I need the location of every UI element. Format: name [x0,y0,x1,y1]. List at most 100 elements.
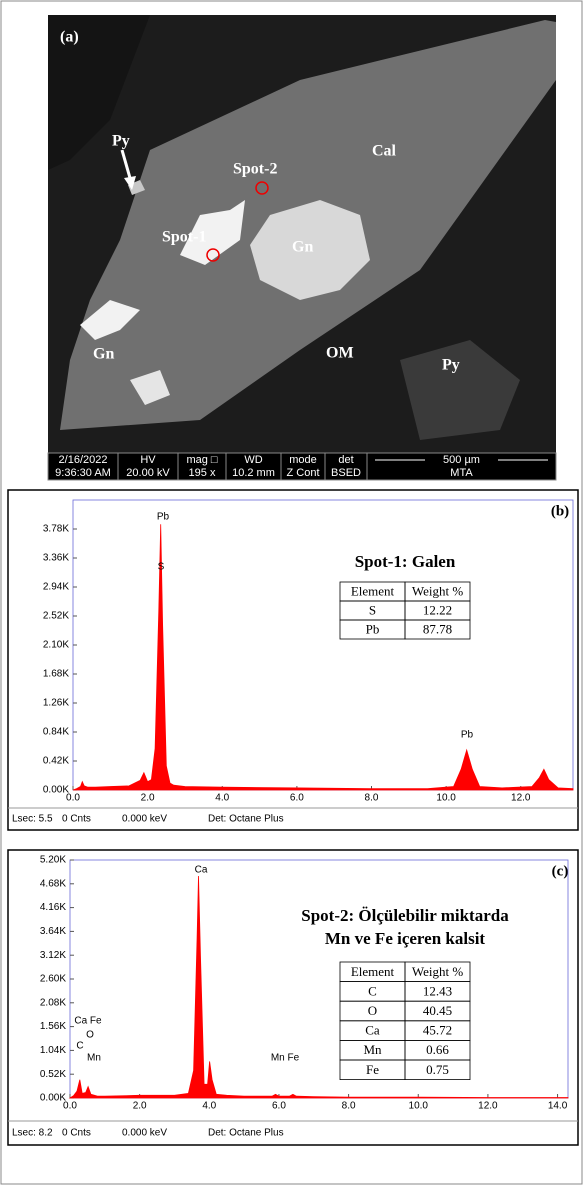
x-tick-label: 10.0 [409,1101,429,1112]
peak-label: Pb [157,512,170,523]
panel-label: (c) [552,863,569,879]
x-tick-label: 8.0 [365,793,379,804]
x-tick-label: 4.0 [202,1101,216,1112]
table-cell-text: S [369,602,376,617]
x-tick-label: 6.0 [272,1101,286,1112]
table-cell-text: 12.43 [423,983,452,998]
info-header: det [338,454,353,466]
table-cell-text: 45.72 [423,1023,452,1038]
y-tick-label: 2.94K [43,582,69,593]
footer-text: 0.000 keV [122,1128,167,1139]
info-value: 20.00 kV [126,467,170,479]
annotation: OM [326,345,354,362]
footer-text: Det: Octane Plus [208,814,284,825]
table-cell-text: 0.75 [426,1062,449,1077]
spectrum-panel: 0.00K0.52K1.04K1.56K2.08K2.60K3.12K3.64K… [8,850,578,1145]
peak-label: Ca [195,865,208,876]
footer-text: Det: Octane Plus [208,1128,284,1139]
y-tick-label: 3.78K [43,524,69,535]
x-tick-label: 10.0 [436,793,456,804]
spectrum-panel: 0.00K0.42K0.84K1.26K1.68K2.10K2.52K2.94K… [8,490,578,830]
peak-label: S [158,562,165,573]
y-tick-label: 0.52K [40,1069,66,1080]
peak-label: Mn Fe [271,1053,300,1064]
info-header: mode [289,454,317,466]
x-tick-label: 2.0 [141,793,155,804]
table-header: Weight % [412,964,463,979]
y-tick-label: 0.84K [43,727,69,738]
info-value: 9:36:30 AM [55,467,111,479]
x-tick-label: 14.0 [548,1101,568,1112]
table-cell-text: Pb [366,621,380,636]
annotation: Py [112,133,130,150]
peak-label: O [86,1030,94,1041]
footer-text: Lsec: 5.5 [12,814,53,825]
table-cell-text: C [368,983,377,998]
info-header: 2/16/2022 [59,454,108,466]
y-tick-label: 4.68K [40,878,66,889]
annotation: Gn [292,239,313,256]
table-cell-text: 0.66 [426,1042,449,1057]
peak-label: Pb [461,730,474,741]
footer-text: 0 Cnts [62,1128,91,1139]
panel-title: Spot-1: Galen [355,552,456,571]
sem-image: (a) Py Spot-2 Cal Spot-1 Gn Gn OM Py [48,15,556,453]
y-tick-label: 1.26K [43,698,69,709]
panel-label: (a) [60,29,79,46]
x-tick-label: 8.0 [342,1101,356,1112]
info-header: HV [140,454,156,466]
table-header: Weight % [412,583,463,598]
annotation: Spot-1 [162,229,206,246]
table-cell-text: 87.78 [423,621,452,636]
x-tick-label: 6.0 [290,793,304,804]
y-tick-label: 1.56K [40,1021,66,1032]
annotation: Gn [93,346,114,363]
y-tick-label: 2.60K [40,974,66,985]
footer-text: Lsec: 8.2 [12,1128,53,1139]
y-tick-label: 3.36K [43,553,69,564]
y-tick-label: 4.16K [40,902,66,913]
page: {"sem_image":{"label":"(a)","annotations… [0,0,583,1185]
footer-text: 0.000 keV [122,814,167,825]
table-cell-text: 40.45 [423,1003,452,1018]
table-cell-text: Mn [363,1042,382,1057]
y-tick-label: 2.08K [40,997,66,1008]
annotation: Spot-2 [233,161,277,178]
y-tick-label: 3.12K [40,950,66,961]
x-tick-label: 4.0 [215,793,229,804]
info-header: mag □ [186,454,217,466]
table-cell-text: 12.22 [423,602,452,617]
peak-label: Mn [87,1053,101,1064]
panel-title: Spot-2: Ölçülebilir miktarda [301,906,509,925]
panel-frame [8,490,578,830]
info-value: BSED [331,467,361,479]
panel-title: Mn ve Fe içeren kalsit [325,929,486,948]
x-tick-label: 12.0 [478,1101,498,1112]
table-cell-text: O [368,1003,377,1018]
info-value: Z Cont [286,467,319,479]
annotation: Py [442,357,460,374]
x-tick-label: 0.0 [63,1101,77,1112]
y-tick-label: 1.04K [40,1045,66,1056]
info-value: MTA [450,467,473,479]
y-tick-label: 1.68K [43,669,69,680]
panel-label: (b) [551,503,569,519]
table-header: Element [351,583,395,598]
y-tick-label: 2.10K [43,640,69,651]
table-cell-text: Fe [366,1062,379,1077]
info-value: 10.2 mm [232,467,275,479]
figure: (a) Py Spot-2 Cal Spot-1 Gn Gn OM Py 2/1… [0,0,583,1185]
peak-label: Ca Fe [74,1016,102,1027]
x-tick-label: 2.0 [133,1101,147,1112]
x-tick-label: 0.0 [66,793,80,804]
peak-label: C [76,1041,83,1052]
y-tick-label: 5.20K [40,855,66,866]
y-tick-label: 2.52K [43,611,69,622]
info-header: 500 µm [443,454,480,466]
info-header: WD [244,454,262,466]
footer-text: 0 Cnts [62,814,91,825]
annotation: Cal [372,143,397,160]
table-cell-text: Ca [365,1023,380,1038]
table-header: Element [351,964,395,979]
